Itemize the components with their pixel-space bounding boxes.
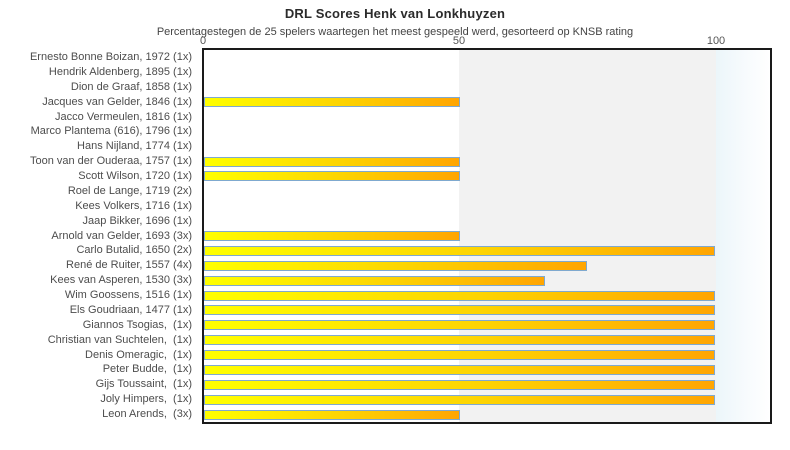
category-label: Scott Wilson, 1720 (1x) [78,170,192,183]
category-label: Kees van Asperen, 1530 (3x) [50,274,192,287]
category-label: Kees Volkers, 1716 (1x) [75,199,192,212]
bar-row-8 [204,156,460,167]
category-label: Wim Goossens, 1516 (1x) [64,289,192,302]
category-label: Arnold van Gelder, 1693 (3x) [51,229,192,242]
bar-row-13 [204,231,460,241]
category-label: Hendrik Aldenberg, 1895 (1x) [48,65,192,78]
category-label: Leon Arends, (3x) [102,408,192,421]
bar-row-4 [204,97,460,108]
bar-row-14 [204,245,715,256]
bar-row-21 [204,350,715,361]
category-labels: Ernesto Bonne Boizan, 1972 (1x) Hendrik A… [0,50,197,422]
plot-area [202,48,772,424]
category-label: Toon van der Ouderaa, 1757 (1x) [29,155,192,168]
bar-row-16 [204,275,545,286]
category-label: Jacco Vermeulen, 1816 (1x) [55,110,192,123]
bar-row-24 [204,394,715,405]
x-axis-tick-100: 100 [706,35,726,47]
shaded-band-beyond-100 [716,50,770,422]
chart-subtitle: Percentagestegen de 25 spelers waartegen… [156,26,634,38]
bar-row-23 [204,379,715,390]
category-label: Els Goudriaan, 1477 (1x) [69,303,192,316]
bar-row-25 [204,409,460,420]
category-label: Peter Budde, (1x) [102,363,192,376]
category-label: Carlo Butalid, 1650 (2x) [76,244,192,257]
category-label: Marco Plantema (616), 1796 (1x) [30,125,192,138]
category-label: Jaap Bikker, 1696 (1x) [82,214,192,227]
category-label: Roel de Lange, 1719 (2x) [67,184,192,197]
category-label: Joly Himpers, (1x) [100,393,192,406]
bar-row-19 [204,320,715,331]
category-label: Dion de Graaf, 1858 (1x) [70,80,192,93]
category-label: Jacques van Gelder, 1846 (1x) [42,95,192,108]
bar-row-9 [204,171,460,182]
bar-row-17 [204,290,715,301]
x-axis-tick-0: 0 [199,35,207,47]
bar-row-20 [204,335,715,346]
bar-row-22 [204,364,715,375]
bar-row-15 [204,260,588,271]
category-label: René de Ruiter, 1557 (4x) [66,259,192,272]
category-label: Hans Nijland, 1774 (1x) [77,140,192,153]
category-label: Denis Omeragic, (1x) [85,348,192,361]
category-label: Christian van Suchtelen, (1x) [47,333,192,346]
category-label: Gijs Toussaint, (1x) [95,378,192,391]
chart-title: DRL Scores Henk van Lonkhuyzen [284,6,506,21]
bar-row-18 [204,305,715,316]
x-axis-tick-50: 50 [452,35,466,47]
category-label: Ernesto Bonne Boizan, 1972 (1x) [29,51,192,63]
category-label: Giannos Tsogias, (1x) [82,318,192,331]
